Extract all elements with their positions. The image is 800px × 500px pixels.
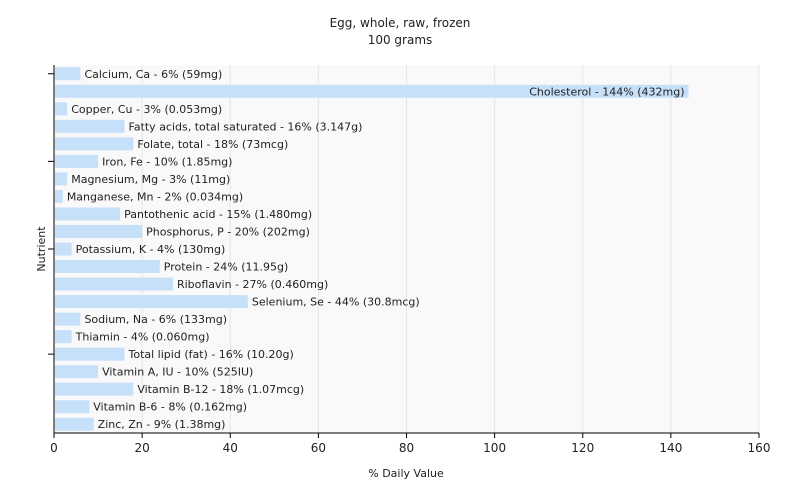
bar-label: Protein - 24% (11.95g) [164,261,289,274]
bar [55,154,99,168]
bar [55,295,248,309]
bar [55,260,160,274]
bar-labels: Calcium, Ca - 6% (59mg) Cholesterol - 144… [67,68,685,431]
x-tick-label: 40 [223,441,238,455]
bar [55,330,72,344]
bar-label: Riboflavin - 27% (0.460mg) [177,278,328,291]
bar [55,207,121,221]
x-tick-label: 80 [399,441,414,455]
bar-label: Zinc, Zn - 9% (1.38mg) [98,418,226,431]
bar [55,189,63,203]
bar-label: Iron, Fe - 10% (1.85mg) [102,155,232,168]
bar [55,382,134,396]
bar [55,417,94,431]
bar [55,137,134,151]
bar [55,400,90,414]
bar-label: Folate, total - 18% (73mcg) [137,138,288,151]
bar-label: Vitamin B-6 - 8% (0.162mg) [93,401,247,414]
bar-label: Thiamin - 4% (0.060mg) [75,331,210,344]
x-tick-label: 160 [748,441,771,455]
bar [55,242,72,256]
bar-label: Total lipid (fat) - 16% (10.20g) [128,348,294,361]
bar-label: Sodium, Na - 6% (133mg) [84,313,227,326]
bar-label: Selenium, Se - 44% (30.8mcg) [252,296,420,309]
bar-label: Calcium, Ca - 6% (59mg) [84,68,222,81]
bar-label: Cholesterol - 144% (432mg) [529,85,684,98]
y-axis-label: Nutrient [35,226,48,272]
bar-label: Pantothenic acid - 15% (1.480mg) [124,208,312,221]
bar-label: Vitamin A, IU - 10% (525IU) [102,366,253,379]
bar [55,119,125,133]
x-axis-label: % Daily Value [368,467,444,480]
bar-label: Potassium, K - 4% (130mg) [76,243,226,256]
bar-label: Fatty acids, total saturated - 16% (3.14… [129,120,363,133]
x-tick-label: 100 [483,441,506,455]
bar [55,277,173,291]
bar-label: Manganese, Mn - 2% (0.034mg) [67,190,243,203]
bar [55,102,68,116]
x-tick-label: 120 [571,441,594,455]
bar [55,365,99,379]
chart-title: Egg, whole, raw, frozen [330,16,471,30]
bar [55,84,689,98]
bar [55,172,68,186]
x-tick-label: 140 [659,441,682,455]
bar-label: Phosphorus, P - 20% (202mg) [146,225,310,238]
x-tick-label: 0 [50,441,58,455]
bar [55,67,81,81]
bar [55,312,81,326]
bar [55,347,125,361]
bars [55,67,689,431]
gridlines [141,65,760,433]
chart-subtitle: 100 grams [368,33,433,47]
x-tick-label: 20 [134,441,149,455]
bar-label: Vitamin B-12 - 18% (1.07mcg) [137,383,304,396]
y-axis-ticks [48,73,54,355]
x-axis-ticks: 0 20 40 60 80 100 120 140 160 [50,433,770,455]
x-tick-label: 60 [311,441,326,455]
bar-label: Magnesium, Mg - 3% (11mg) [71,173,230,186]
bar-label: Copper, Cu - 3% (0.053mg) [71,103,222,116]
bar [55,224,143,238]
